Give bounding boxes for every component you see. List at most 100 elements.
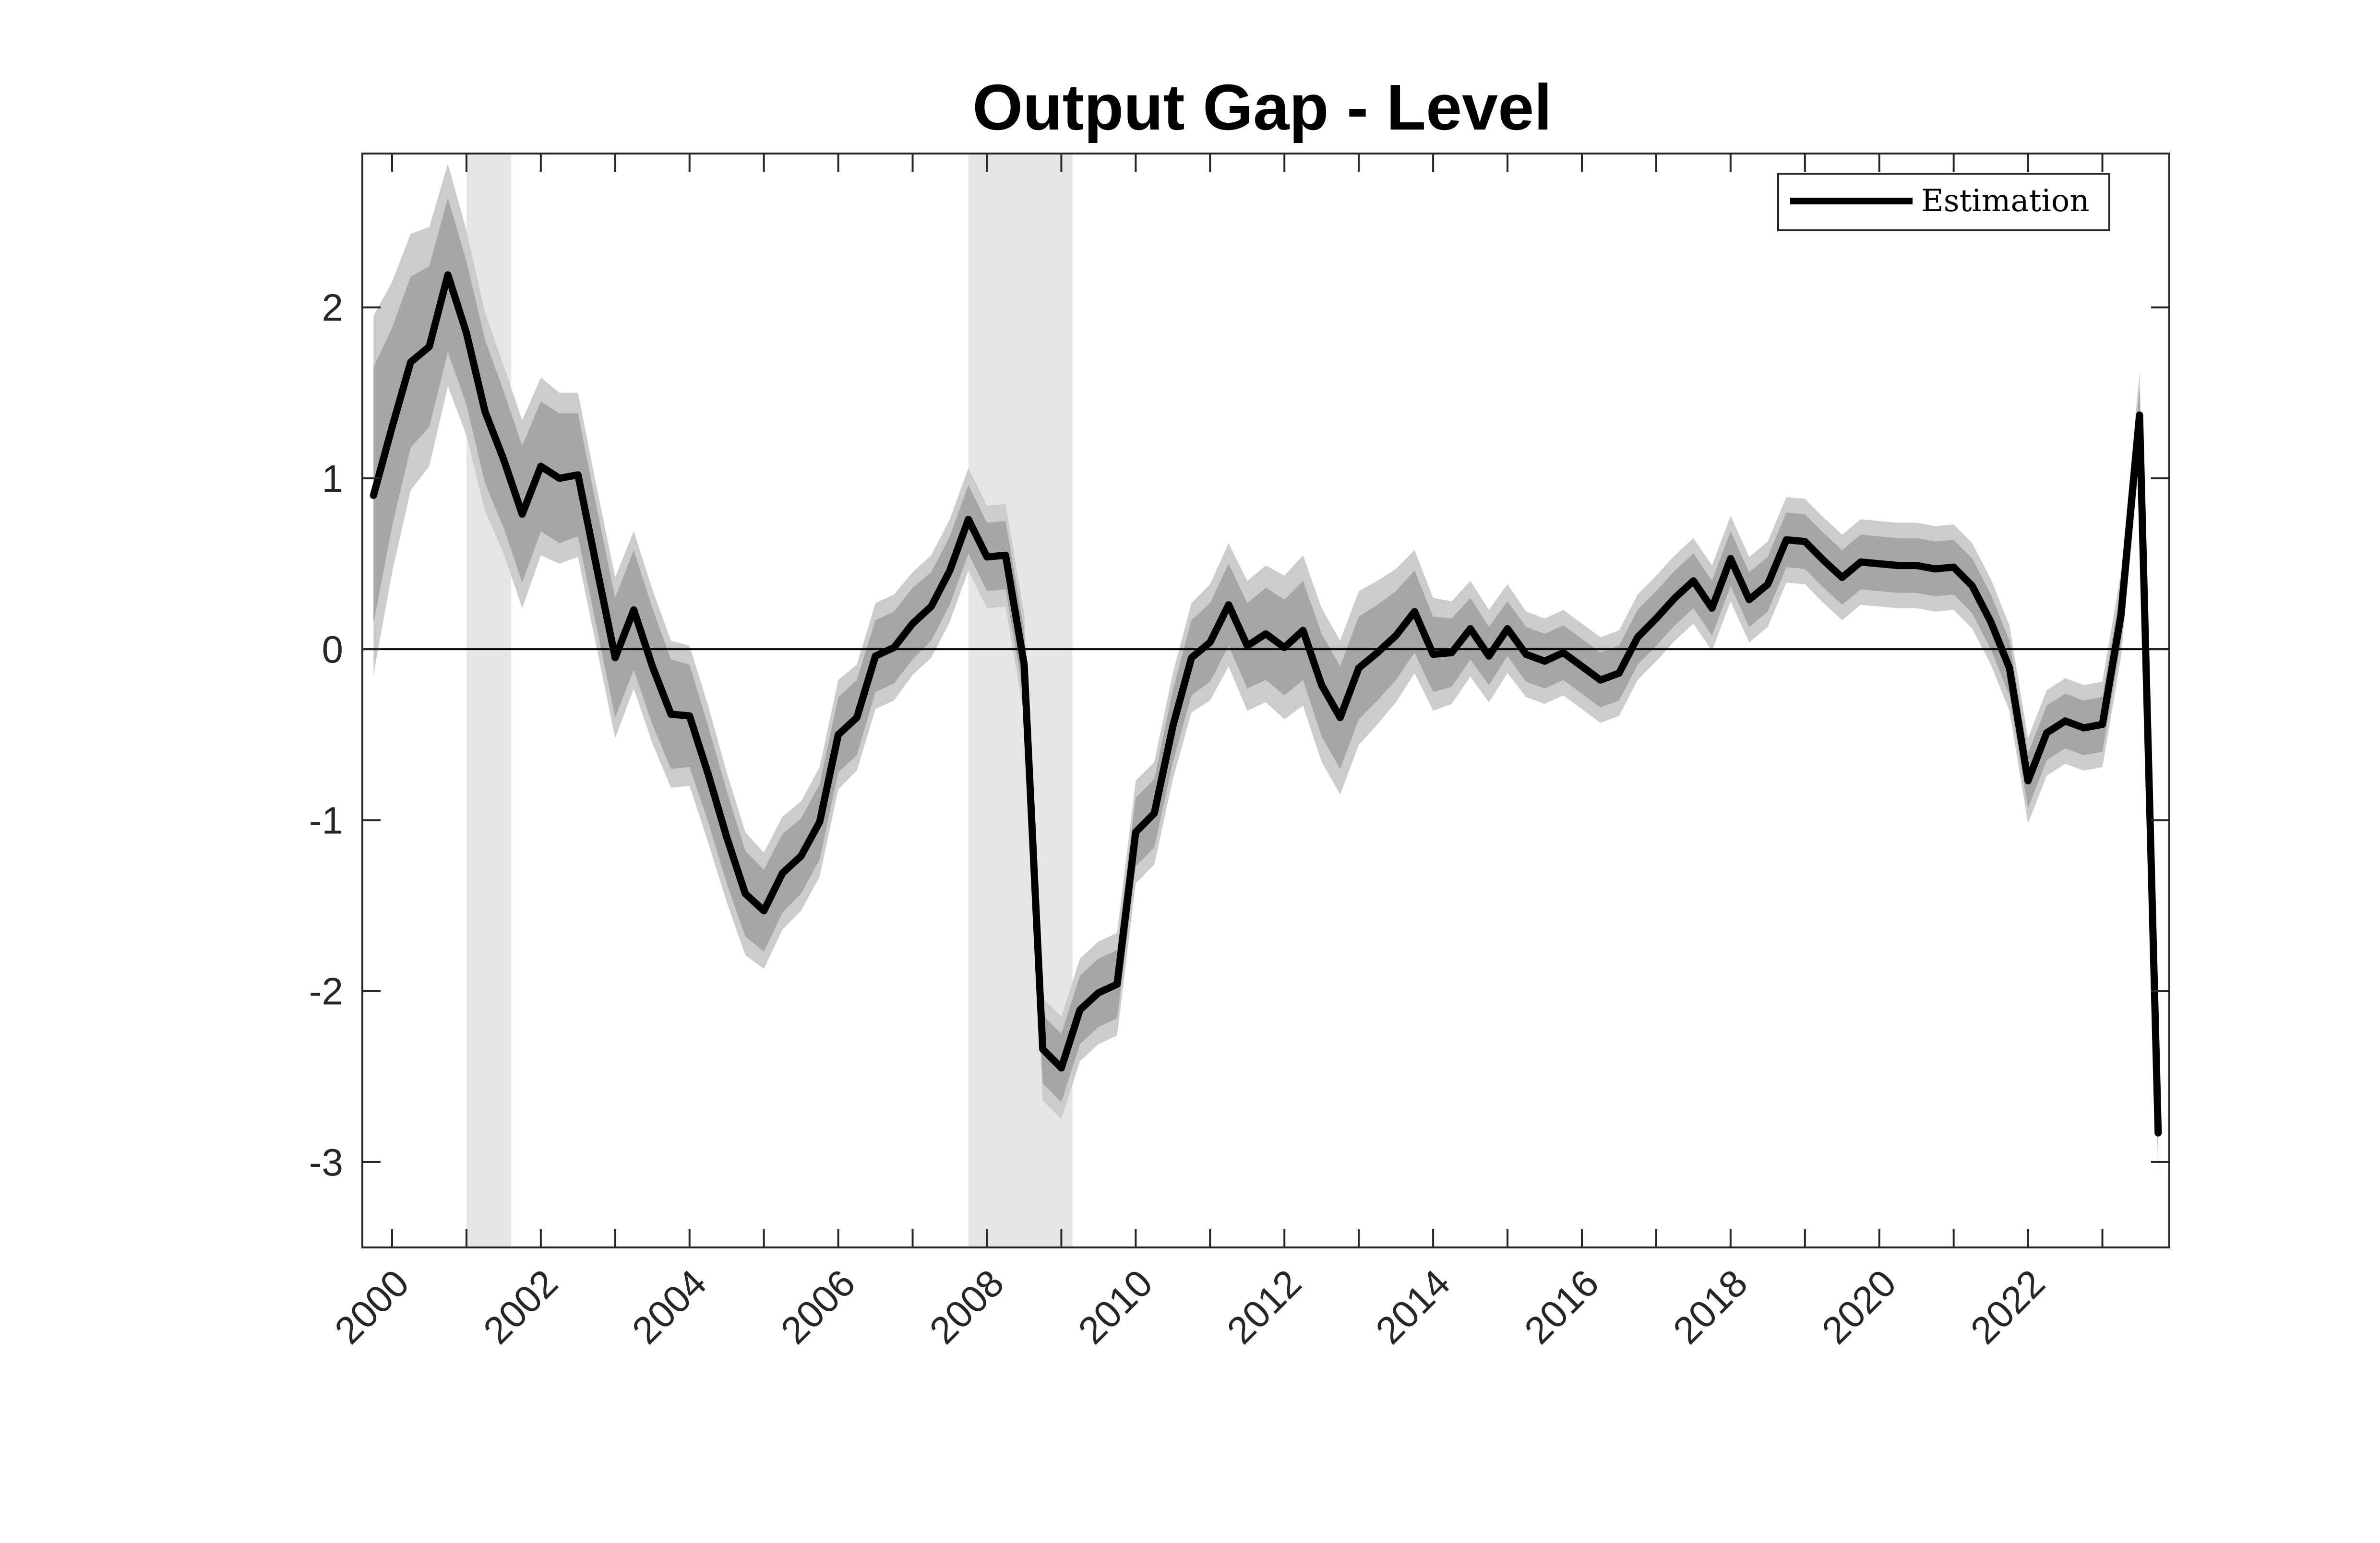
estimation-point [1541,658,1548,665]
estimation-point [537,463,544,470]
inner-confidence-band [373,198,2158,1161]
estimation-point [426,343,433,350]
estimation-point [1913,562,1920,569]
estimation-point [705,771,712,778]
estimation-point [1485,653,1493,660]
estimation-point [2099,721,2106,728]
estimation-point [1597,677,1604,684]
estimation-point [946,567,953,574]
y-tick-label: 0 [322,628,344,671]
estimation-point [760,907,767,914]
estimation-point [1839,574,1846,581]
estimation-point [798,853,805,860]
estimation-point [1188,654,1195,661]
estimation-point [556,475,563,482]
estimation-point [1337,714,1344,721]
estimation-point [1411,608,1418,615]
estimation-point [500,456,507,463]
confidence-bands [373,164,2158,1176]
plot-frame [361,153,2170,1248]
estimation-point [519,510,526,518]
estimation-point [1113,981,1121,988]
estimation-point [872,653,879,660]
estimation-point [1318,681,1325,688]
estimation-point [2154,1129,2162,1137]
estimation-point [1448,649,1455,656]
estimation-point [407,358,414,366]
estimation-point [1671,594,1678,602]
estimation-line-layer [370,271,2162,1137]
estimation-point [1207,639,1214,646]
estimation-point [389,424,395,430]
estimation-point [1132,829,1139,836]
y-tick-label: 1 [322,457,344,500]
estimation-point [630,606,637,614]
estimation-point [1746,596,1753,603]
estimation-point [1058,1064,1065,1071]
estimation-point [1615,670,1623,677]
estimation-point [723,834,730,841]
estimation-point [1021,661,1028,668]
y-tick-label: -1 [309,799,343,842]
estimation-point [668,711,674,718]
estimation-point [2062,717,2069,724]
estimation-point [909,620,916,627]
estimation-point [1764,581,1771,588]
estimation-point [481,408,489,415]
estimation-point [1579,663,1585,670]
estimation-point [983,553,991,560]
estimation-point [965,516,972,523]
estimation-point [1783,536,1790,544]
estimation-point [2006,665,2013,672]
estimation-point [2080,724,2087,731]
legend: Estimation [1777,173,2110,231]
estimation-point [1987,618,1995,626]
estimation-point [593,564,600,571]
estimation-point [444,271,452,278]
chart-title: Output Gap - Level [972,71,1552,143]
estimation-point [1430,651,1437,658]
y-tick-label: -2 [309,970,343,1013]
estimation-point [2024,777,2032,784]
estimation-point [1969,582,1976,590]
estimation-point [1801,538,1808,545]
estimation-point [1467,625,1474,632]
estimation-point [1151,810,1158,817]
estimation-point [1262,630,1269,638]
estimation-point [2043,729,2050,736]
estimation-point [816,818,823,825]
estimation-point [1709,605,1716,612]
estimation-point [1281,644,1288,651]
estimation-point [1374,649,1381,656]
estimation-point [574,471,582,478]
estimation-point [1392,632,1399,639]
estimation-point [463,330,470,337]
tick-marks [362,154,2169,1247]
estimation-point [1504,625,1511,632]
estimation-point [1076,1006,1084,1013]
estimation-point [779,869,786,877]
estimation-point [890,644,897,651]
estimation-point [835,731,842,738]
estimation-point [1876,560,1883,567]
estimation-point [370,492,377,499]
y-tick-label: 2 [322,286,344,329]
estimation-point [853,714,861,721]
estimation-point [2136,412,2143,419]
estimation-point [1560,649,1567,656]
estimation-point [1169,723,1176,730]
estimation-point [1300,627,1306,634]
estimation-point [1225,601,1232,608]
estimation-point [1002,552,1009,559]
estimation-point [1634,634,1641,641]
y-tick-label: -3 [309,1141,343,1184]
estimation-point [2117,611,2125,618]
estimation-point [1095,989,1102,997]
estimation-point [611,654,619,661]
estimation-point [649,663,656,670]
estimation-point [928,603,935,610]
estimation-point [686,712,693,720]
